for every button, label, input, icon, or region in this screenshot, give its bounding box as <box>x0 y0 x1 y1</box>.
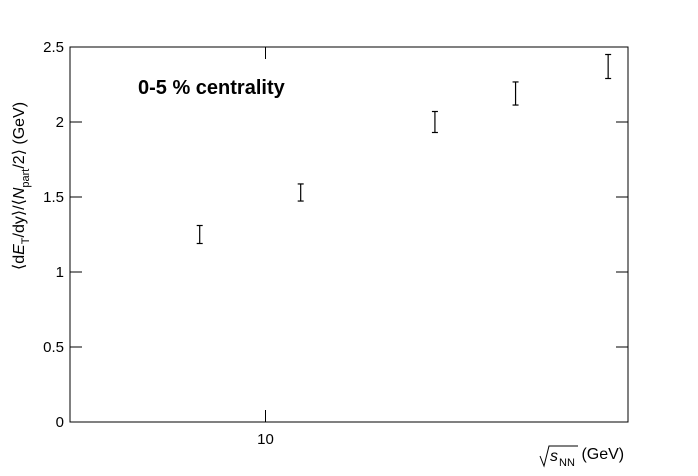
error-bar <box>196 224 203 245</box>
x-axis-label: s NN (GeV) <box>539 445 624 469</box>
y-tick-label: 2 <box>56 114 64 131</box>
x-label-symbol: s <box>550 448 558 465</box>
y-tick-label: 2.5 <box>43 39 64 56</box>
error-bar <box>431 110 438 134</box>
y-tick-label: 1.5 <box>43 189 64 206</box>
error-bar <box>297 183 304 202</box>
sqrt-sign <box>539 445 578 468</box>
y-label-sub: part <box>20 169 32 188</box>
x-tick-label: 10 <box>257 431 274 448</box>
y-label-part: /2⟩ (GeV) <box>11 102 28 169</box>
y-label-part: E <box>11 244 28 255</box>
y-tick-label: 1 <box>56 264 64 281</box>
y-label-part: N <box>11 187 28 199</box>
y-tick-label: 0 <box>56 414 64 431</box>
x-label-unit: (GeV) <box>577 446 624 463</box>
error-bar <box>605 53 612 80</box>
y-label-sub: T <box>20 237 32 244</box>
y-label-part: ⟨d <box>11 255 28 270</box>
x-label-sub: NN <box>559 457 575 469</box>
error-bar <box>512 81 519 106</box>
y-axis-label: ⟨dET/dy⟩/⟨Npart/2⟩ (GeV) <box>11 102 32 270</box>
annotation: 0-5 % centrality <box>138 77 286 99</box>
plot-frame <box>69 46 629 423</box>
y-label-part: /dy⟩/⟨ <box>11 199 28 237</box>
y-tick-label: 0.5 <box>43 339 64 356</box>
